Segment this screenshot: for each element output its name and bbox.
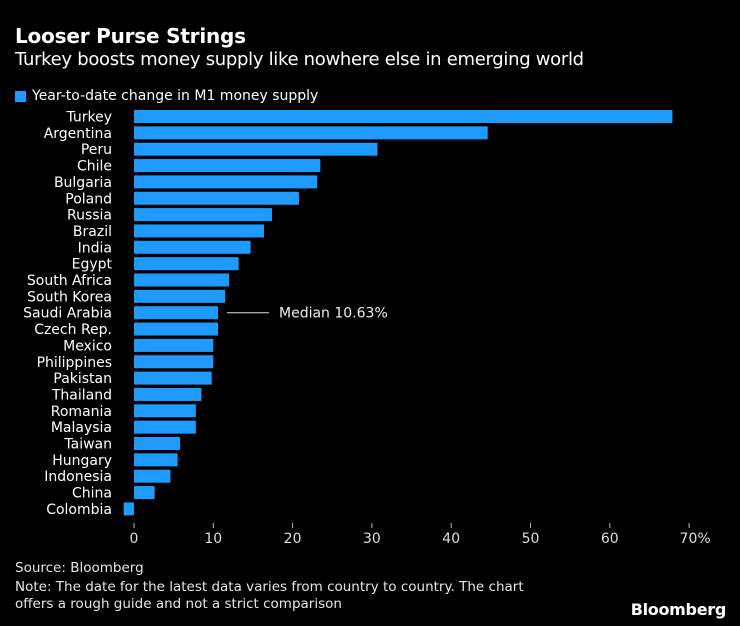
legend: Year-to-date change in M1 money supply	[15, 88, 318, 104]
bar	[134, 387, 202, 401]
footnote-line-2: offers a rough guide and not a strict co…	[15, 596, 342, 612]
category-label: Poland	[65, 191, 112, 207]
bar	[123, 502, 134, 516]
x-tick-label: 30	[363, 531, 381, 547]
category-label: South Africa	[27, 273, 112, 289]
bar	[134, 453, 178, 467]
category-label: Bulgaria	[54, 175, 112, 191]
bar	[134, 175, 318, 189]
category-label: Romania	[51, 404, 112, 420]
bar	[134, 142, 378, 156]
legend-label: Year-to-date change in M1 money supply	[32, 88, 319, 104]
category-label: Philippines	[37, 355, 112, 371]
category-label: Brazil	[73, 224, 112, 240]
source-note: Source: Bloomberg	[15, 560, 144, 576]
bar	[134, 159, 321, 173]
category-label: Chile	[77, 159, 112, 175]
bar	[134, 257, 239, 271]
bar	[134, 110, 673, 123]
bar	[134, 469, 171, 483]
bar	[134, 289, 226, 303]
bar	[134, 338, 214, 352]
bar	[134, 486, 155, 500]
x-tick-label: 60	[601, 531, 619, 547]
category-label: Mexico	[63, 338, 112, 354]
bar	[134, 437, 180, 450]
category-label: Colombia	[46, 502, 112, 518]
bar	[134, 420, 196, 434]
bar	[134, 322, 219, 336]
category-label: South Korea	[27, 289, 112, 305]
x-tick-label: 40	[442, 531, 460, 547]
bloomberg-logo: Bloomberg	[630, 600, 727, 619]
chart-title: Looser Purse Strings	[15, 24, 246, 48]
category-label: Egypt	[72, 257, 113, 273]
category-label: Taiwan	[63, 437, 112, 453]
x-tick-label: 50	[522, 531, 540, 547]
category-label: Saudi Arabia	[23, 306, 112, 322]
x-tick-label: 0	[130, 531, 139, 547]
legend-swatch	[15, 90, 26, 102]
category-label: Turkey	[65, 110, 112, 126]
category-label: India	[78, 240, 112, 256]
bar	[134, 273, 230, 287]
bar	[134, 371, 212, 385]
chart-subtitle: Turkey boosts money supply like nowhere …	[15, 49, 584, 70]
category-label: Malaysia	[51, 420, 112, 436]
category-label: China	[72, 486, 112, 502]
bar	[134, 306, 219, 320]
bar	[134, 355, 214, 369]
bar	[134, 208, 272, 222]
category-label: Hungary	[52, 453, 112, 469]
footnote-line-1: Note: The date for the latest data varie…	[15, 579, 524, 595]
bar	[134, 224, 265, 238]
category-label: Indonesia	[44, 469, 112, 485]
category-label: Pakistan	[53, 371, 112, 387]
category-label: Argentina	[44, 126, 112, 142]
x-tick-label: 70%	[680, 531, 711, 547]
bar	[134, 191, 299, 205]
category-label: Russia	[67, 208, 112, 224]
category-label: Peru	[81, 142, 112, 158]
x-tick-label: 20	[284, 531, 302, 547]
bar	[134, 404, 196, 418]
category-label: Czech Rep.	[34, 322, 112, 338]
bar	[134, 126, 488, 140]
bar	[134, 240, 251, 254]
x-tick-label: 10	[204, 531, 222, 547]
category-label: Thailand	[51, 387, 112, 403]
median-annotation: Median 10.63%	[279, 306, 388, 322]
